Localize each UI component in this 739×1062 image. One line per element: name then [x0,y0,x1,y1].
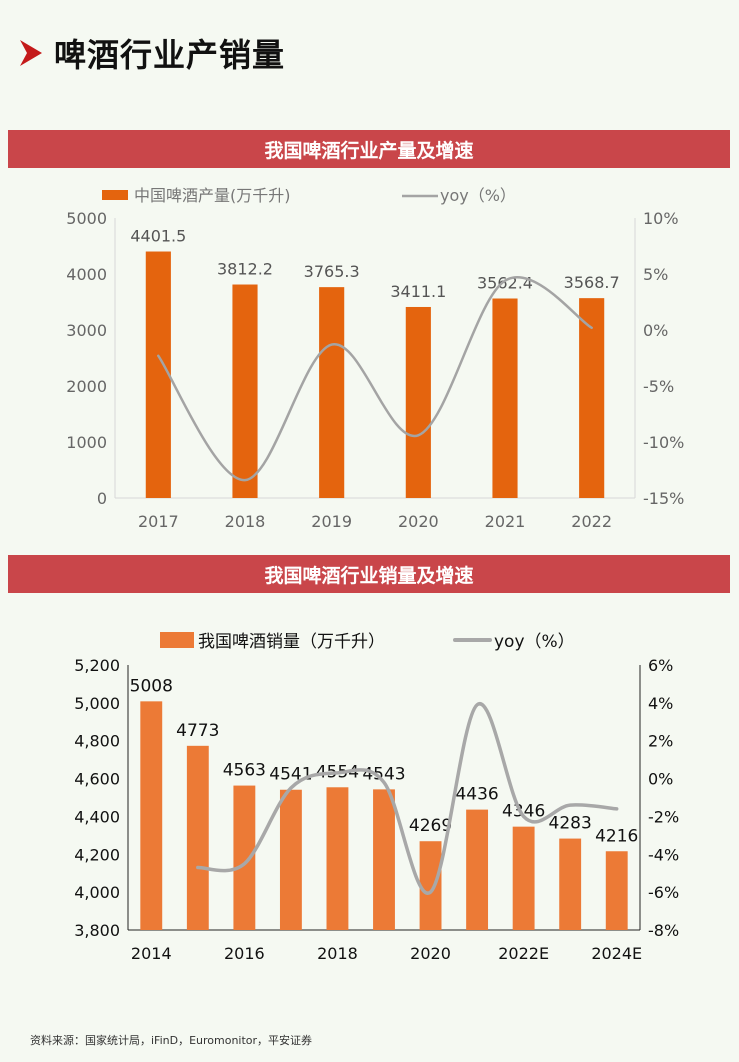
x-tick-label: 2021 [485,512,526,531]
bar [512,826,535,930]
x-tick-label: 2022 [571,512,612,531]
y2-tick-label: 0% [648,770,673,789]
y2-tick-label: -10% [643,433,684,452]
y2-tick-label: -15% [643,489,684,508]
y2-tick-label: 5% [643,265,668,284]
y-tick-label: 2000 [66,377,107,396]
bar [326,787,349,930]
y-tick-label: 5000 [66,209,107,228]
bar-data-label: 4401.5 [130,227,186,246]
x-tick-label: 2024E [591,944,642,963]
y-tick-label: 4,000 [74,883,120,902]
bar-data-label: 4773 [176,721,219,741]
x-tick-label: 2018 [317,944,358,963]
legend-bar-swatch [160,632,194,648]
bar [605,851,628,930]
y-tick-label: 4,400 [74,807,120,826]
page-header: 啤酒行业产销量 [18,30,285,76]
legend-bar-swatch [102,190,128,200]
legend-bar-label: 中国啤酒产量(万千升) [134,186,291,205]
chart1-title-banner: 我国啤酒行业产量及增速 [8,130,730,168]
y2-tick-label: -8% [648,921,679,940]
bar [140,701,163,930]
sales-chart: 我国啤酒销量（万千升） yoy（%） 3,800 4,000 4,200 4,400 4… [74,632,679,963]
source-note: 资料来源：国家统计局，iFinD，Euromonitor，平安证券 [30,1034,313,1047]
x-tick-label: 2019 [311,512,352,531]
bar [559,838,582,930]
legend-bar-label: 我国啤酒销量（万千升） [198,632,385,652]
bar [466,809,489,930]
bar [232,284,258,498]
x-tick-label: 2020 [410,944,451,963]
bar [233,785,256,930]
x-tick-label: 2022E [498,944,549,963]
y-tick-label: 1000 [66,433,107,452]
bar-data-label: 4283 [549,814,592,834]
x-tick-label: 2020 [398,512,439,531]
x-tick-label: 2018 [225,512,266,531]
y-tick-label: 4,800 [74,732,120,751]
bar [579,298,605,498]
bar-data-label: 3411.1 [390,282,446,301]
y2-tick-label: -2% [648,807,679,826]
yoy-line [157,276,593,482]
y2-tick-label: -4% [648,845,679,864]
y2-tick-label: 2% [648,732,673,751]
bar [279,789,302,930]
production-chart: 中国啤酒产量(万千升) yoy（%） 0 1000 2000 3000 4000 5000… [66,186,684,531]
x-tick-label: 2016 [224,944,265,963]
bar-data-label: 3562.4 [477,274,533,293]
legend-line-label: yoy（%） [494,632,575,652]
bar [492,298,518,498]
y-tick-label: 5,200 [74,656,120,675]
bar-data-label: 3812.2 [217,260,273,279]
page-title: 啤酒行业产销量 [54,36,286,74]
bar-data-label: 4563 [223,761,266,781]
y-tick-label: 4,200 [74,845,120,864]
bar [405,306,431,498]
chart2-title-banner: 我国啤酒行业销量及增速 [8,555,730,593]
bar-data-label: 3765.3 [304,262,360,281]
y2-tick-label: -6% [648,883,679,902]
y-tick-label: 0 [97,489,107,508]
y-tick-label: 3000 [66,321,107,340]
yoy-line [196,702,619,895]
bar-data-label: 4346 [502,802,545,822]
bar-data-label: 4216 [595,826,638,846]
bar-data-label: 5008 [130,676,173,696]
bar-data-label: 4269 [409,816,452,836]
y-tick-label: 5,000 [74,694,120,713]
arrow-icon [20,40,42,66]
bar-data-label: 4543 [362,764,405,784]
legend-line-label: yoy（%） [440,186,516,205]
bar [186,745,209,930]
y-tick-label: 4,600 [74,770,120,789]
y-tick-label: 3,800 [74,921,120,940]
x-tick-label: 2017 [138,512,179,531]
bar-data-label: 4541 [269,765,312,785]
bar [373,789,395,930]
bar-data-label: 4436 [455,785,498,805]
bar [319,287,345,498]
bar [419,841,442,930]
y2-tick-label: 10% [643,209,679,228]
y2-tick-label: 0% [643,321,668,340]
y-tick-label: 4000 [66,265,107,284]
bar-data-label: 3568.7 [564,273,620,292]
y2-tick-label: 6% [648,656,673,675]
y2-tick-label: -5% [643,377,674,396]
y2-tick-label: 4% [648,694,673,713]
x-tick-label: 2014 [131,944,172,963]
bar [145,251,171,498]
